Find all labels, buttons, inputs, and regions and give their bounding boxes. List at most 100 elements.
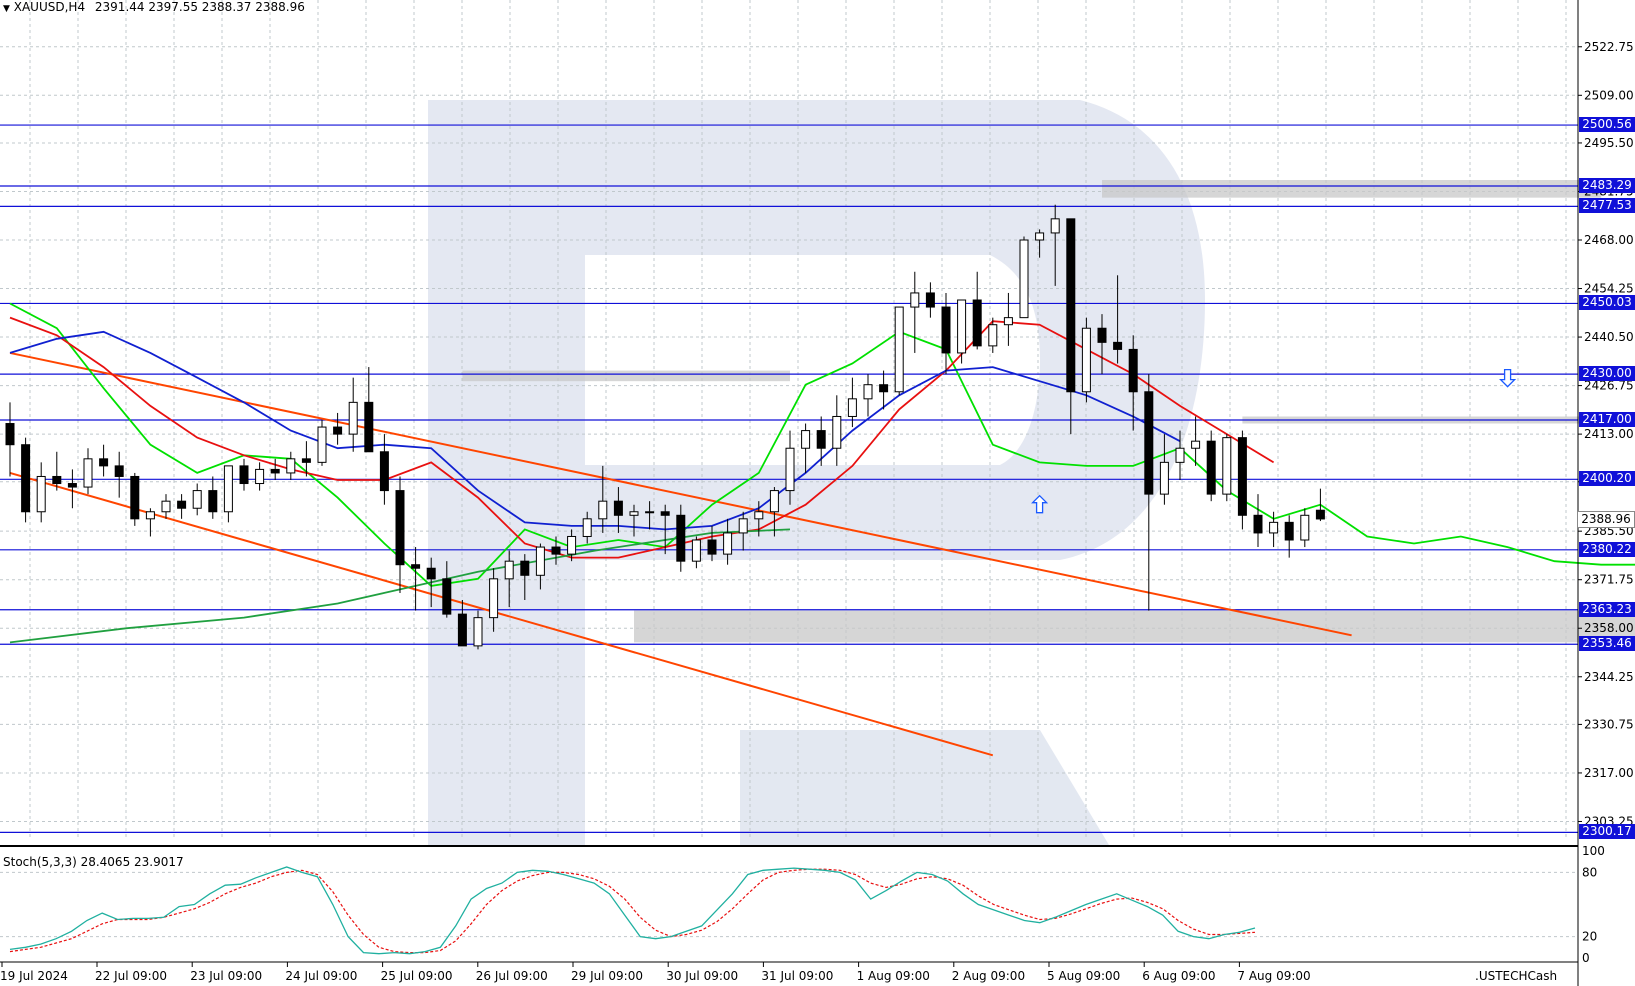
candle [379, 434, 389, 505]
candle [52, 451, 62, 491]
time-tick-label: 7 Aug 09:00 [1237, 969, 1310, 983]
candle [1050, 204, 1060, 286]
ma-line-long [9, 528, 791, 644]
zone-rect [1102, 180, 1602, 198]
candle-body [598, 500, 608, 520]
stoch-tick-label: 100 [1582, 844, 1605, 858]
candle-body [738, 518, 748, 534]
candle [301, 441, 311, 477]
candle-body [1066, 218, 1076, 393]
time-tick-label: 31 Jul 09:00 [761, 969, 833, 983]
candle-body [1144, 391, 1154, 495]
stoch-bg [0, 847, 1578, 962]
candle-body [1206, 440, 1216, 495]
candle [629, 504, 639, 537]
time-tick-label: 5 Aug 09:00 [1047, 969, 1120, 983]
price-tick-label: 2495.50 [1584, 136, 1634, 150]
time-tick-label: 23 Jul 09:00 [190, 969, 262, 983]
candle [1003, 292, 1013, 346]
candle [1191, 416, 1201, 466]
candle-body [5, 423, 15, 446]
symbol-label: XAUUSD,H4 [13, 0, 86, 14]
candle-body [1128, 348, 1138, 393]
candle [1237, 430, 1247, 530]
candle [1269, 511, 1279, 548]
candle [1284, 515, 1294, 558]
signal-arrows [1031, 368, 1517, 514]
candle-body [1081, 327, 1091, 393]
candle-body [1097, 327, 1107, 343]
candle [520, 554, 530, 600]
candle [1066, 218, 1076, 435]
candle-body [1050, 218, 1060, 234]
level-price-tag: 2400.20 [1579, 471, 1635, 487]
candle-body [239, 465, 249, 485]
candle [941, 292, 951, 375]
level-price-tag: 2500.56 [1579, 117, 1635, 133]
candle [754, 501, 764, 537]
stochastic-label: Stoch(5,3,3) 28.4065 23.9017 [3, 855, 184, 869]
candle [832, 395, 842, 466]
watermark-logo [428, 100, 1205, 880]
candle [286, 451, 296, 480]
candle [1253, 494, 1263, 548]
candle-body [723, 532, 733, 555]
level-price-tag: 2450.03 [1579, 295, 1635, 311]
candle [395, 476, 405, 593]
candle-body [1019, 239, 1029, 319]
candle [660, 504, 670, 555]
candle-body [473, 617, 483, 647]
candle-body [192, 490, 202, 509]
time-tick-label: 6 Aug 09:00 [1142, 969, 1215, 983]
candle-body [426, 567, 436, 580]
dropdown-icon[interactable]: ▼ [3, 4, 10, 14]
price-tick-label: 2440.50 [1584, 330, 1634, 344]
candle [1144, 374, 1154, 611]
candle [801, 423, 811, 473]
stochastic-panel [0, 847, 1578, 962]
level-price-tag: 2430.00 [1579, 366, 1635, 382]
time-tick-label: 26 Jul 09:00 [476, 969, 548, 983]
candle [457, 600, 467, 647]
candle-body [1300, 514, 1310, 541]
candle [691, 536, 701, 569]
candle-body [301, 458, 311, 463]
candle-body [1269, 521, 1279, 534]
price-tick-label: 2426.75 [1584, 379, 1634, 393]
candle-body [1284, 521, 1294, 541]
level-price-tag: 2353.46 [1579, 636, 1635, 652]
candle [130, 472, 140, 526]
candle-body [1237, 437, 1247, 516]
ma-line-slow [9, 330, 1181, 531]
candle [1128, 335, 1138, 431]
candle [1159, 434, 1169, 505]
time-tick-label: 19 Jul 2024 [0, 969, 68, 983]
channel-lines [9, 351, 1352, 757]
stoch-k-line [9, 866, 1256, 955]
candle-body [67, 483, 77, 488]
candle [67, 469, 77, 509]
candle-body [707, 539, 717, 555]
price-tick-label: 2509.00 [1584, 88, 1634, 102]
candle-body [816, 430, 826, 449]
candle [489, 568, 499, 632]
candle-body [489, 578, 499, 619]
arrow-up-icon [1031, 494, 1049, 514]
candle-body [379, 451, 389, 492]
candle-body [1159, 461, 1169, 495]
candle-body [442, 578, 452, 615]
candle-body [457, 613, 467, 647]
candle-body [317, 426, 327, 463]
stoch-d-line [9, 868, 1256, 954]
candle [972, 271, 982, 350]
candle [473, 610, 483, 650]
candles [5, 204, 1325, 650]
candle [208, 476, 218, 519]
candle-body [130, 475, 140, 520]
candle [910, 271, 920, 353]
footer-symbol-tab[interactable]: .USTECHCash [1475, 969, 1558, 983]
candle [223, 465, 233, 523]
candle-body [551, 546, 561, 555]
candle [1206, 430, 1216, 502]
